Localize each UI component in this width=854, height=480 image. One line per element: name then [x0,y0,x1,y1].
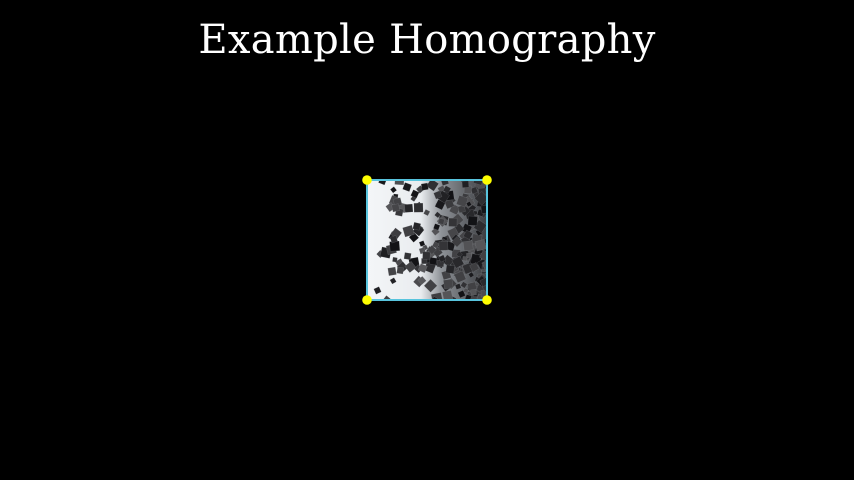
cube [451,255,465,269]
cube [433,190,443,200]
cube [474,191,487,206]
cube [420,182,429,191]
cube [481,258,487,271]
cube [389,235,398,244]
cube [468,271,475,279]
cube [482,282,487,295]
cube [444,198,455,210]
page-title: Example Homography [198,17,656,63]
cube [402,224,415,238]
cube [417,263,428,274]
cube [454,283,462,290]
cube [418,240,426,247]
cube [451,236,463,248]
cube [412,221,422,231]
cube [422,251,431,260]
corner-handle-bottom-left[interactable] [362,295,372,305]
cube [467,215,478,226]
cube [462,256,468,262]
cube [387,266,397,276]
cube [463,287,469,294]
cube [433,223,441,231]
cube [457,204,466,214]
cube [438,241,449,251]
cube [434,211,441,219]
warped-image [367,180,487,300]
cube [431,241,440,249]
cube [389,240,401,252]
cube [470,186,479,195]
cube [470,289,477,296]
cube [389,186,398,194]
corner-handle-top-right[interactable] [482,175,492,185]
cube [402,182,412,192]
cube [461,180,470,188]
cube [410,189,420,199]
cube [457,290,466,299]
cube [453,270,467,284]
cube [427,244,437,255]
cube [438,218,445,225]
corner-handle-top-left[interactable] [362,175,372,185]
cube [426,180,439,192]
quad-outline [366,179,488,301]
cube [373,286,382,295]
cube [403,252,412,260]
cube [389,277,397,285]
cube [392,256,398,263]
cube [456,195,469,208]
cube [442,185,452,194]
cube [460,281,468,289]
cube [438,254,447,263]
cube [404,203,414,213]
cube [423,279,438,293]
cube [448,217,458,227]
corner-handle-bottom-right[interactable] [482,295,492,305]
cube [456,251,463,258]
corner-handles[interactable] [362,175,492,305]
cube [462,240,474,252]
cube [465,201,472,208]
cube [474,239,487,252]
cube [413,202,424,213]
cube [466,253,472,259]
cube [445,264,455,274]
cube [423,209,431,217]
cube [396,266,404,275]
cube [391,203,401,213]
cube [480,204,487,214]
cube [404,261,417,273]
cube [469,262,480,273]
cube [479,249,487,262]
cube [428,256,438,266]
cube [479,276,487,289]
cube [417,275,427,286]
cube [462,229,474,240]
cube [443,278,454,290]
